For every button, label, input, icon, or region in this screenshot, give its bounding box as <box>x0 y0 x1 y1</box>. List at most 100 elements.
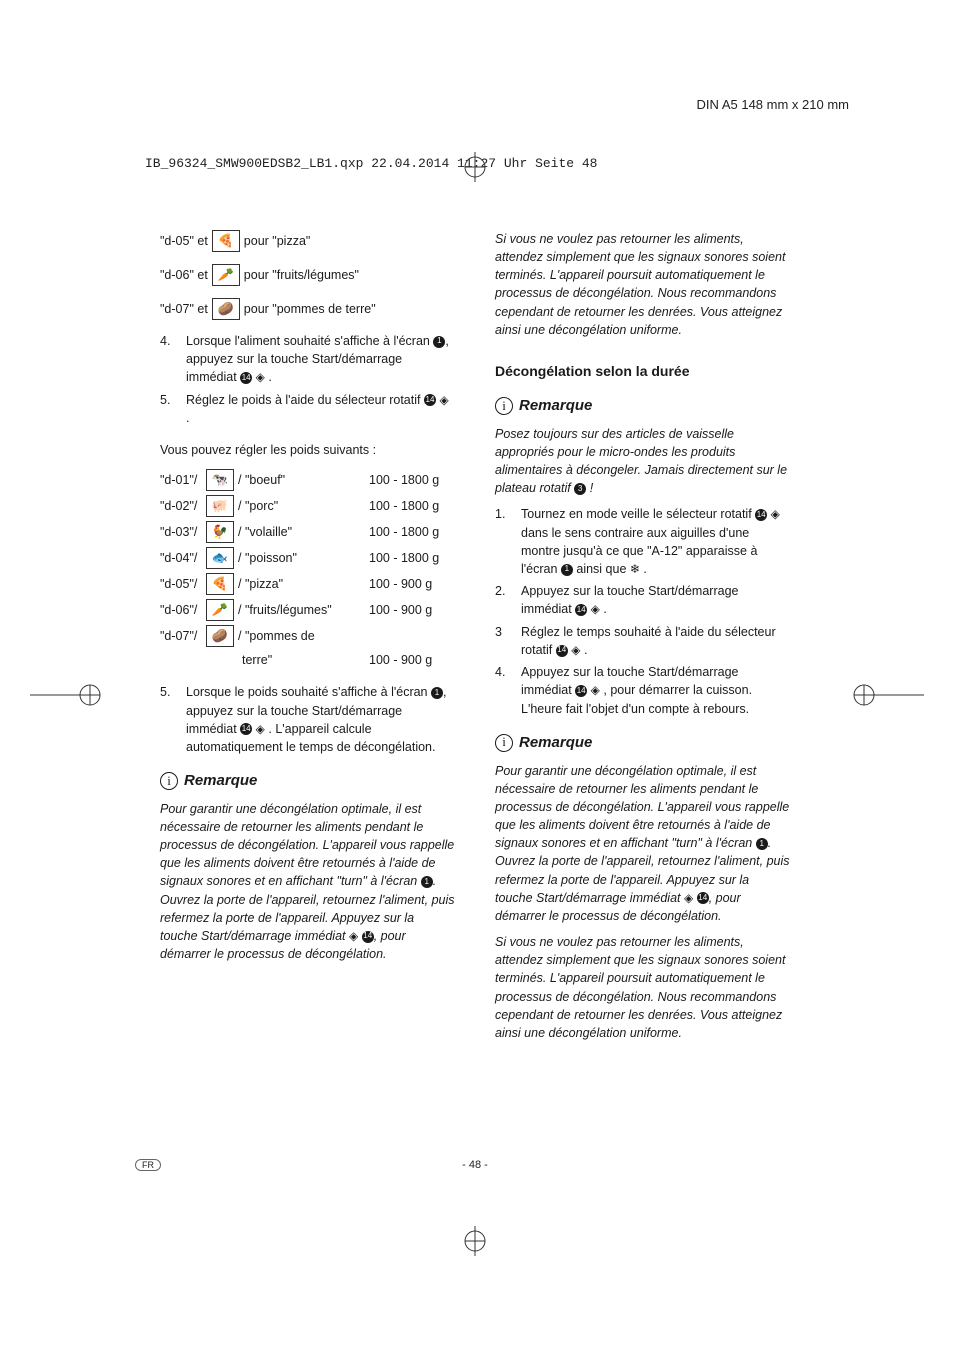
weight-row: "d-05"/🍕/ "pizza"100 - 900 g <box>160 573 455 595</box>
dial-icon: ◈ <box>591 601 600 618</box>
weight-row: "d-03"/🐓/ "volaille"100 - 1800 g <box>160 521 455 543</box>
remarque-body: Posez toujours sur des articles de vaiss… <box>495 425 790 498</box>
step-item: 3 Réglez le temps souhaité à l'aide du s… <box>495 623 790 660</box>
t: Posez toujours sur des articles de vaiss… <box>495 427 787 495</box>
step-item: 4. Appuyez sur la touche Start/démarrage… <box>495 663 790 718</box>
page-footer: FR - 48 - <box>160 1159 790 1171</box>
remarque-heading: i Remarque <box>495 395 790 417</box>
t: Tournez en mode veille le sélecteur rota… <box>521 507 755 521</box>
weight-row: "d-07"/🥔/ "pommes de <box>160 625 455 647</box>
ref-circle: 1 <box>421 876 433 888</box>
weight-label: / "volaille" <box>234 523 369 541</box>
weight-range: 100 - 1800 g <box>369 471 455 489</box>
label: pour "fruits/légumes" <box>244 266 359 284</box>
step-num: 5. <box>160 391 176 428</box>
code: "d-06" et <box>160 266 208 284</box>
step-body: Appuyez sur la touche Start/démarrage im… <box>521 663 790 718</box>
weight-label: terre" <box>242 651 369 669</box>
t: Pour garantir une décongélation optimale… <box>495 764 789 851</box>
ref-circle: 1 <box>561 564 573 576</box>
weight-row: "d-01"/🐄/ "boeuf"100 - 1800 g <box>160 469 455 491</box>
weight-range: 100 - 900 g <box>369 601 455 619</box>
vegetables-icon: 🥕 <box>206 599 234 621</box>
beef-icon: 🐄 <box>206 469 234 491</box>
step-num: 2. <box>495 582 511 619</box>
ref-circle: 14 <box>240 372 252 384</box>
dial-icon: ◈ <box>591 682 600 699</box>
t: Appuyez sur la touche Start/démarrage im… <box>521 584 738 616</box>
weight-range: 100 - 1800 g <box>369 497 455 515</box>
weights-table: "d-01"/🐄/ "boeuf"100 - 1800 g "d-02"/🐖/ … <box>160 469 455 669</box>
weight-code: "d-04"/ <box>160 549 206 567</box>
remarque-body: Pour garantir une décongélation optimale… <box>495 762 790 925</box>
remarque-heading: i Remarque <box>160 770 455 792</box>
weights-intro: Vous pouvez régler les poids suivants : <box>160 441 455 459</box>
weight-range: 100 - 900 g <box>369 651 455 669</box>
weight-label: / "boeuf" <box>234 471 369 489</box>
info-icon: i <box>160 772 178 790</box>
step-item: 2. Appuyez sur la touche Start/démarrage… <box>495 582 790 619</box>
weight-row: "d-04"/🐟/ "poisson"100 - 1800 g <box>160 547 455 569</box>
weight-code: "d-01"/ <box>160 471 206 489</box>
icon-line: "d-06" et 🥕 pour "fruits/légumes" <box>160 264 455 286</box>
t: Lorsque l'aliment souhaité s'affiche à l… <box>186 334 433 348</box>
info-icon: i <box>495 397 513 415</box>
pizza-icon: 🍕 <box>212 230 240 252</box>
step-num: 1. <box>495 505 511 578</box>
weight-range: 100 - 1800 g <box>369 549 455 567</box>
weight-label: / "porc" <box>234 497 369 515</box>
remarque-heading: i Remarque <box>495 732 790 754</box>
remarque-label: Remarque <box>184 770 257 792</box>
content-area: "d-05" et 🍕 pour "pizza" "d-06" et 🥕 pou… <box>160 230 790 1050</box>
step-num: 4. <box>495 663 511 718</box>
weight-row: "d-06"/🥕/ "fruits/légumes"100 - 900 g <box>160 599 455 621</box>
info-icon: i <box>495 734 513 752</box>
step-body: Réglez le poids à l'aide du sélecteur ro… <box>186 391 455 428</box>
remarque-label: Remarque <box>519 395 592 417</box>
right-column: Si vous ne voulez pas retourner les alim… <box>495 230 790 1050</box>
t: Réglez le poids à l'aide du sélecteur ro… <box>186 393 424 407</box>
icon-line: "d-05" et 🍕 pour "pizza" <box>160 230 455 252</box>
weight-code: "d-05"/ <box>160 575 206 593</box>
dial-icon: ◈ <box>349 928 358 945</box>
left-column: "d-05" et 🍕 pour "pizza" "d-06" et 🥕 pou… <box>160 230 455 1050</box>
dial-icon: ◈ <box>684 890 693 907</box>
step-list-a: 4. Lorsque l'aliment souhaité s'affiche … <box>160 332 455 427</box>
ref-circle: 14 <box>556 645 568 657</box>
label: pour "pizza" <box>244 232 311 250</box>
t: ! <box>586 481 593 495</box>
pizza-icon: 🍕 <box>206 573 234 595</box>
code: "d-07" et <box>160 300 208 318</box>
weight-label: / "poisson" <box>234 549 369 567</box>
t: . <box>640 562 647 576</box>
icon-line: "d-07" et 🥔 pour "pommes de terre" <box>160 298 455 320</box>
ref-circle: 1 <box>433 336 445 348</box>
t: Lorsque le poids souhaité s'affiche à l'… <box>186 685 431 699</box>
dial-icon: ◈ <box>256 721 265 738</box>
language-badge: FR <box>135 1159 161 1171</box>
step-body: Réglez le temps souhaité à l'aide du sél… <box>521 623 790 660</box>
dial-icon: ◈ <box>439 392 448 409</box>
remarque-body: Pour garantir une décongélation optimale… <box>160 800 455 963</box>
weight-code: "d-07"/ <box>160 627 206 645</box>
dial-icon: ◈ <box>256 369 265 386</box>
file-header-line: IB_96324_SMW900EDSB2_LB1.qxp 22.04.2014 … <box>145 156 597 171</box>
poultry-icon: 🐓 <box>206 521 234 543</box>
weight-range: 100 - 900 g <box>369 575 455 593</box>
weight-label: / "fruits/légumes" <box>234 601 369 619</box>
weight-row: "d-02"/🐖/ "porc"100 - 1800 g <box>160 495 455 517</box>
step-item: 1. Tournez en mode veille le sélecteur r… <box>495 505 790 578</box>
vegetables-icon: 🥕 <box>212 264 240 286</box>
code: "d-05" et <box>160 232 208 250</box>
ref-circle: 1 <box>431 687 443 699</box>
pork-icon: 🐖 <box>206 495 234 517</box>
italic-paragraph: Si vous ne voulez pas retourner les alim… <box>495 933 790 1042</box>
step-body: Lorsque le poids souhaité s'affiche à l'… <box>186 683 455 756</box>
page-number: - 48 - <box>462 1159 488 1171</box>
crop-mark-top <box>460 152 490 182</box>
section-heading: Décongélation selon la durée <box>495 361 790 381</box>
ref-circle: 14 <box>697 892 709 904</box>
label: pour "pommes de terre" <box>244 300 376 318</box>
step-num: 3 <box>495 623 511 660</box>
step-item: 4. Lorsque l'aliment souhaité s'affiche … <box>160 332 455 387</box>
